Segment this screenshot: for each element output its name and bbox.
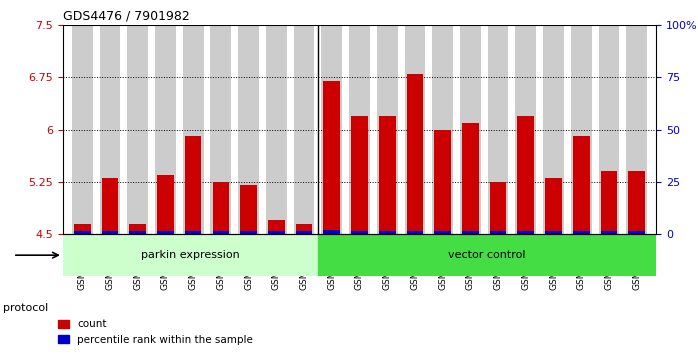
Bar [405, 25, 425, 234]
Bar [268, 232, 285, 234]
Text: vector control: vector control [448, 250, 526, 260]
Bar [296, 232, 312, 234]
Bar [407, 231, 423, 234]
Bar [351, 231, 368, 234]
Bar [349, 25, 370, 234]
Bar [63, 234, 318, 276]
Bar [318, 234, 656, 276]
Bar [185, 137, 202, 234]
Bar [129, 232, 146, 234]
Bar [379, 231, 396, 234]
Bar [266, 25, 287, 234]
Bar [157, 175, 174, 234]
Bar [74, 224, 91, 234]
Bar [212, 232, 229, 234]
Bar [321, 25, 342, 234]
Bar [517, 231, 534, 234]
Bar [462, 122, 479, 234]
Bar [102, 232, 118, 234]
Bar [102, 178, 118, 234]
Bar [407, 74, 423, 234]
Bar [573, 137, 590, 234]
Legend: count, percentile rank within the sample: count, percentile rank within the sample [54, 315, 257, 349]
Bar [432, 25, 453, 234]
Bar [515, 25, 536, 234]
Text: parkin expression: parkin expression [141, 250, 239, 260]
Bar [434, 130, 451, 234]
Bar [545, 232, 562, 234]
Bar [601, 171, 617, 234]
Text: protocol: protocol [3, 303, 49, 313]
Bar [296, 224, 312, 234]
Bar [573, 231, 590, 234]
Bar [628, 232, 645, 234]
Bar [517, 115, 534, 234]
Bar [268, 220, 285, 234]
Bar [601, 232, 617, 234]
Bar [157, 232, 174, 234]
Bar [240, 185, 257, 234]
Bar [599, 25, 619, 234]
Bar [129, 224, 146, 234]
Bar [490, 182, 507, 234]
Bar [238, 25, 259, 234]
Bar [379, 115, 396, 234]
Bar [212, 182, 229, 234]
Bar [377, 25, 398, 234]
Bar [462, 231, 479, 234]
Bar [72, 25, 93, 234]
Bar [240, 232, 257, 234]
Bar [211, 25, 231, 234]
Bar [294, 25, 314, 234]
Bar [323, 230, 340, 234]
Bar [460, 25, 481, 234]
Bar [543, 25, 564, 234]
Bar [127, 25, 148, 234]
Bar [155, 25, 176, 234]
Bar [74, 232, 91, 234]
Bar [626, 25, 647, 234]
Bar [490, 232, 507, 234]
Bar [351, 115, 368, 234]
Bar [323, 81, 340, 234]
Bar [545, 178, 562, 234]
Bar [488, 25, 508, 234]
Text: GDS4476 / 7901982: GDS4476 / 7901982 [63, 9, 190, 22]
Bar [183, 25, 204, 234]
Bar [628, 171, 645, 234]
Bar [185, 232, 202, 234]
Bar [100, 25, 120, 234]
Bar [434, 231, 451, 234]
Bar [571, 25, 592, 234]
